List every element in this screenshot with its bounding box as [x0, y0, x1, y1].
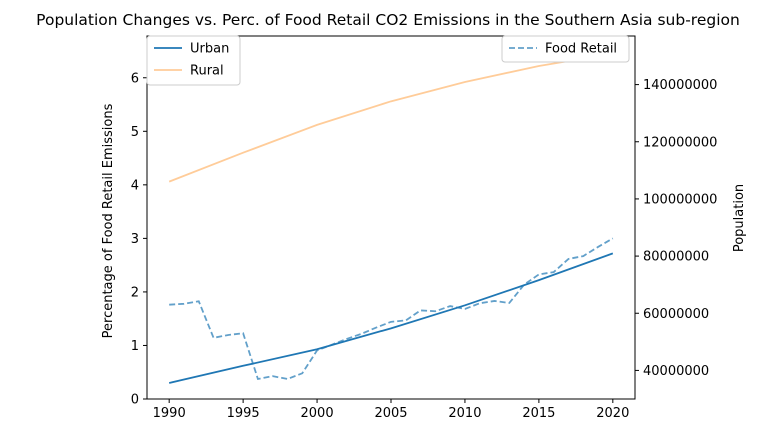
y2-tick-label: 80000000	[643, 250, 709, 265]
legend-right-box	[501, 35, 630, 63]
series-line-urban	[168, 252, 614, 384]
y2-axis-label: Population	[732, 184, 747, 252]
series-line-rural	[168, 52, 613, 183]
y-tick-label: 1	[131, 339, 139, 354]
y2-tick-label: 100000000	[643, 192, 717, 207]
legend-left: Urban Rural	[146, 35, 241, 86]
y-tick-label: 0	[131, 393, 139, 408]
x-tick-label: 2015	[522, 406, 555, 421]
series-line-food-retail	[169, 237, 614, 381]
x-tick-label: 2020	[596, 406, 629, 421]
y-tick-label: 4	[131, 178, 139, 193]
plot-area: 1990 1995 2000 2005 2010 2015 2020 0 1 2 3 4 5 6 40000…	[131, 35, 717, 421]
legend-label-urban: Urban	[190, 42, 229, 57]
y2-tick-label: 140000000	[643, 78, 717, 93]
legend-right: Food Retail	[501, 35, 630, 63]
x-tick-label: 2000	[301, 406, 334, 421]
y-tick-label: 5	[131, 125, 139, 140]
y-tick-label: 6	[131, 71, 139, 86]
legend-label-rural: Rural	[190, 64, 224, 79]
x-tick-label: 2010	[448, 406, 481, 421]
y-tick-label: 3	[131, 232, 139, 247]
x-tick-label: 1995	[227, 406, 260, 421]
y2-tick-label: 120000000	[643, 135, 717, 150]
y-axis-label: Percentage of Food Retail Emissions	[101, 103, 116, 338]
legend-label-food-retail: Food Retail	[545, 42, 617, 57]
y-tick-label: 2	[131, 285, 139, 300]
plot-frame	[146, 35, 636, 400]
y2-tick-label: 40000000	[643, 364, 709, 379]
x-tick-label: 2005	[374, 406, 407, 421]
x-tick-label: 1990	[153, 406, 186, 421]
chart-title: Population Changes vs. Perc. of Food Ret…	[36, 11, 740, 29]
y2-tick-label: 60000000	[643, 307, 709, 322]
